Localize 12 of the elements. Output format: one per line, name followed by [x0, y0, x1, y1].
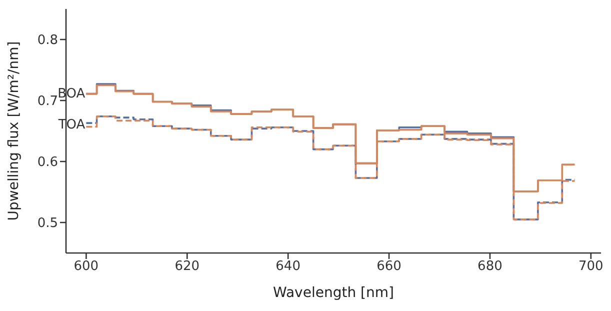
- x-tick-label: 660: [376, 259, 402, 274]
- y-tick-label: 0.5: [37, 216, 58, 232]
- x-tick-label: 700: [578, 259, 604, 274]
- x-tick-label: 620: [174, 259, 200, 274]
- y-tick-label: 0.7: [37, 94, 58, 110]
- x-tick-label: 640: [276, 259, 300, 274]
- y-tick-label: 0.6: [37, 155, 58, 170]
- y-tick-label: 0.8: [37, 33, 58, 48]
- x-tick-label: 680: [478, 259, 502, 274]
- x-axis-title: Wavelength [nm]: [273, 285, 394, 301]
- x-tick-label: 600: [74, 259, 99, 274]
- y-axis-title: Upwelling flux [W/m²/nm]: [6, 41, 22, 221]
